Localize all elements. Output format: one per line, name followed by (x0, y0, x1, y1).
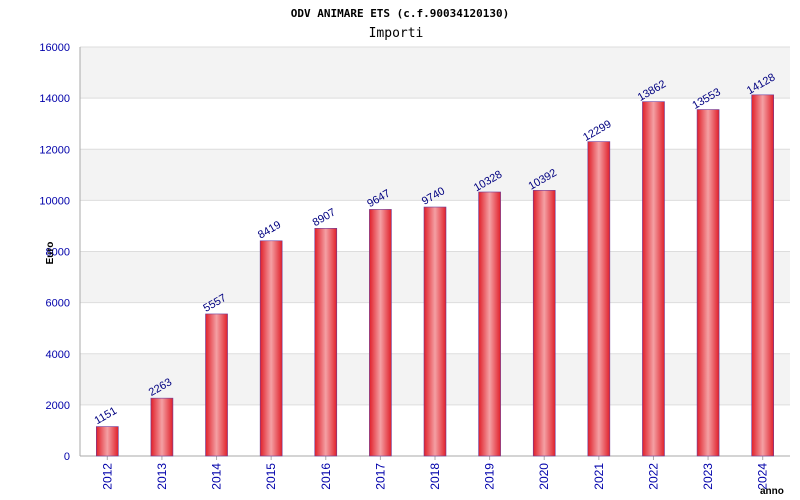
x-tick-label: 2014 (210, 463, 224, 490)
plot-band (80, 98, 790, 150)
y-tick-label: 4000 (46, 349, 70, 361)
plot-band (80, 149, 790, 201)
y-tick-label: 8000 (46, 247, 70, 259)
y-tick-labels: 0 2000 4000 6000 8000 10000 12000 14000 16000 (39, 42, 70, 463)
x-tick-label: 2019 (483, 463, 497, 490)
x-tick-label: 2022 (646, 463, 660, 490)
bar (205, 313, 228, 457)
x-tick-label: 2024 (756, 463, 770, 490)
bars (96, 94, 774, 457)
x-tick-label: 2017 (373, 463, 387, 490)
bar (478, 191, 501, 457)
chart-subtitle: Importi (369, 26, 424, 41)
y-tick-label: 0 (64, 451, 70, 463)
bar (259, 240, 283, 457)
y-tick-label: 2000 (46, 400, 70, 412)
x-tick-label: 2015 (264, 463, 278, 490)
bar (751, 94, 774, 457)
x-tick-label: 2023 (701, 463, 715, 490)
chart-title: ODV ANIMARE ETS (c.f.90034120130) (291, 7, 510, 20)
bar (696, 109, 720, 457)
bar (642, 101, 665, 457)
x-tick-label: 2018 (428, 463, 442, 490)
y-tick-label: 16000 (39, 42, 70, 54)
bar (423, 206, 447, 457)
x-tick-label: 2013 (155, 463, 169, 490)
plot-band (80, 47, 790, 99)
x-tick-labels: 2012 2013 2014 2015 2016 2017 2018 2019 2020 2021… (100, 463, 769, 490)
x-tick-label: 2021 (592, 463, 606, 490)
bar (532, 190, 556, 457)
x-axis-label: anno (760, 486, 784, 497)
y-tick-label: 14000 (39, 93, 70, 105)
x-tick-label: 2016 (319, 463, 333, 490)
y-tick-label: 10000 (39, 195, 70, 207)
y-tick-label: 6000 (46, 298, 70, 310)
bar (314, 228, 338, 457)
x-tick-label: 2020 (537, 463, 551, 490)
bar (369, 209, 392, 457)
bar (96, 426, 119, 457)
y-axis-label: Euro (45, 242, 56, 265)
x-tick-label: 2012 (100, 463, 114, 490)
bar (150, 397, 174, 457)
bar (587, 141, 611, 457)
y-tick-label: 12000 (39, 144, 70, 156)
